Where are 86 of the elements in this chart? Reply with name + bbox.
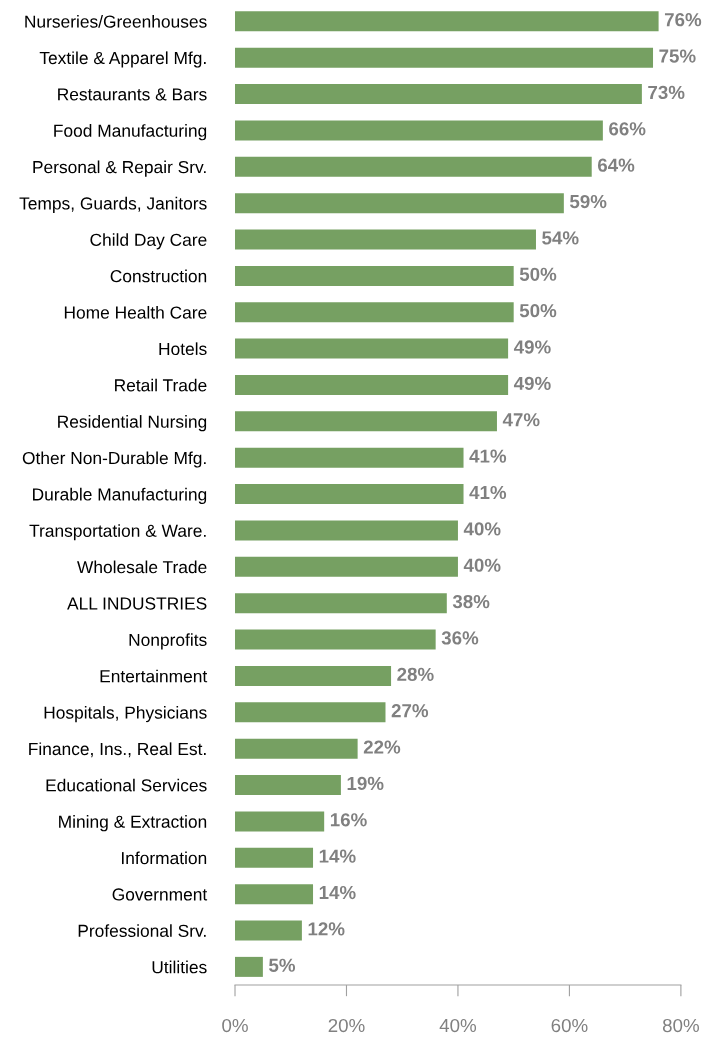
bar <box>235 338 509 359</box>
y-tick-label: Finance, Ins., Real Est. <box>29 742 206 758</box>
bar <box>235 884 314 905</box>
data-label: 12% <box>308 922 345 936</box>
bar <box>235 484 464 505</box>
x-tick-label: 0% <box>222 1018 248 1033</box>
data-label: 19% <box>347 776 384 791</box>
data-label: 59% <box>569 194 607 209</box>
x-tick-label: 80% <box>662 1018 699 1033</box>
y-tick-label: Durable Manufacturing <box>33 487 207 504</box>
y-tick-label: Government <box>112 888 208 901</box>
y-tick-label: Retail Trade <box>115 378 207 392</box>
y-tick-label: Utilities <box>152 960 207 974</box>
y-tick-label: Professional Srv. <box>78 924 206 937</box>
y-tick-label: Transportation & Ware. <box>29 524 206 541</box>
bar <box>235 411 497 432</box>
data-label: 16% <box>330 813 367 827</box>
x-tick-label: 20% <box>328 1018 365 1033</box>
data-label: 75% <box>659 49 696 63</box>
y-tick-label: Construction <box>110 269 207 283</box>
data-label: 14% <box>319 885 356 900</box>
data-label: 36% <box>441 631 479 645</box>
bar <box>235 702 386 723</box>
y-tick-label: Food Manufacturing <box>54 124 207 141</box>
data-label: 66% <box>609 122 646 136</box>
bar <box>235 629 436 650</box>
bar <box>235 229 536 250</box>
y-tick-label: Child Day Care <box>90 233 207 250</box>
data-label: 54% <box>542 231 579 245</box>
bar <box>235 811 325 832</box>
y-tick-label: Other Non-Durable Mfg. <box>22 451 206 468</box>
data-label: 49% <box>513 340 551 354</box>
y-tick-label: Mining & Extraction <box>59 815 207 832</box>
bar <box>235 374 509 395</box>
data-label: 5% <box>269 958 296 972</box>
data-label: 47% <box>502 413 540 427</box>
y-tick-label: Entertainment <box>100 669 208 683</box>
bar <box>235 11 659 32</box>
y-tick-label: Hospitals, Physicians <box>44 706 207 723</box>
y-tick-label: Personal & Repair Srv. <box>33 160 206 177</box>
y-tick-label: Wholesale Trade <box>77 560 207 574</box>
bar <box>235 956 263 977</box>
x-tick-label: 60% <box>551 1018 588 1033</box>
bar <box>235 775 341 796</box>
data-label: 76% <box>664 13 702 27</box>
bar <box>235 556 458 577</box>
y-tick-label: Temps, Guards, Janitors <box>19 196 207 214</box>
data-label: 64% <box>597 158 635 172</box>
bar <box>235 847 314 868</box>
bar <box>235 193 564 214</box>
y-tick-label: ALL INDUSTRIES <box>67 597 207 610</box>
y-tick-label: Home Health Care <box>64 305 207 319</box>
data-label: 50% <box>519 267 557 281</box>
bar <box>235 665 392 686</box>
bar <box>235 920 302 941</box>
bar <box>235 156 592 177</box>
y-tick-label: Restaurants & Bars <box>58 88 207 101</box>
bar <box>235 738 358 759</box>
bar <box>235 593 447 614</box>
data-label: 41% <box>469 449 507 463</box>
bar <box>235 84 642 105</box>
data-label: 50% <box>519 304 557 318</box>
bar <box>235 120 603 141</box>
y-tick-label: Educational Services <box>46 778 207 792</box>
data-label: 49% <box>513 376 551 391</box>
data-label: 22% <box>363 740 401 754</box>
data-label: 73% <box>648 85 685 100</box>
y-tick-label: Hotels <box>159 342 207 356</box>
data-label: 40% <box>463 522 501 536</box>
y-tick-label: Information <box>121 851 207 865</box>
bar <box>235 302 514 323</box>
data-label: 38% <box>452 594 490 609</box>
data-label: 40% <box>463 558 501 572</box>
y-tick-label: Textile & Apparel Mfg. <box>39 51 206 68</box>
bar <box>235 265 514 286</box>
y-tick-label: Residential Nursing <box>58 415 207 432</box>
bar <box>235 520 458 541</box>
data-label: 41% <box>469 485 507 500</box>
y-tick-label: Nonprofits <box>129 633 207 650</box>
x-tick-label: 40% <box>439 1018 477 1033</box>
bar <box>235 447 464 468</box>
data-label: 28% <box>397 667 434 681</box>
data-label: 14% <box>319 849 356 863</box>
y-tick-label: Nurseries/Greenhouses <box>25 15 207 28</box>
bar <box>235 47 654 68</box>
data-label: 27% <box>391 704 429 718</box>
